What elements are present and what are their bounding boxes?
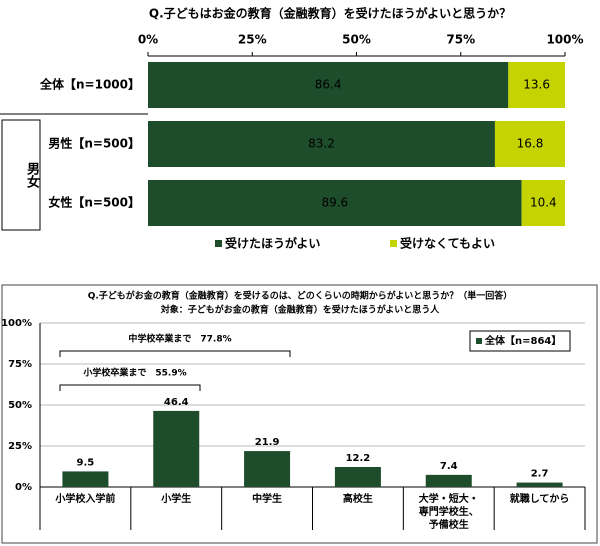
bar-segment bbox=[148, 121, 495, 167]
x-tick-label: 小学生 bbox=[161, 494, 192, 505]
y-tick-label: 75% bbox=[8, 359, 32, 370]
value-label: 83.2 bbox=[308, 137, 335, 151]
bar-segment bbox=[508, 62, 565, 108]
bar bbox=[62, 471, 109, 487]
x-tick-label: 高校生 bbox=[342, 494, 373, 505]
chart-title: Q.子どもはお金の教育（金融教育）を受けたほうがよいと思うか？ bbox=[149, 6, 511, 21]
legend-swatch bbox=[215, 240, 222, 247]
group-label: 男女 bbox=[24, 162, 39, 188]
x-tick-label: 25% bbox=[238, 33, 267, 47]
x-tick-label: 小学校入学前 bbox=[55, 494, 116, 505]
bar bbox=[425, 474, 472, 487]
y-tick-label: 50% bbox=[8, 400, 32, 411]
chart-title: Q.子どもがお金の教育（金融教育）を受けるのは、どのくらいの時期からがよいと思う… bbox=[88, 290, 513, 302]
legend-label: 全体【n=864】 bbox=[484, 334, 561, 347]
chart-subtitle: 対象：子どもがお金の教育（金融教育）を受けたほうがよいと思う人 bbox=[160, 304, 441, 316]
value-label: 21.9 bbox=[255, 437, 280, 448]
bar bbox=[334, 466, 381, 487]
bracket bbox=[59, 350, 291, 357]
value-label: 13.6 bbox=[523, 78, 550, 92]
bar-segment bbox=[521, 180, 565, 226]
y-tick-label: 0% bbox=[15, 482, 32, 493]
value-label: 89.6 bbox=[321, 196, 348, 210]
category-label: 全体【n=1000】 bbox=[39, 77, 140, 92]
y-tick-label: 100% bbox=[1, 318, 32, 329]
group-box bbox=[1, 119, 41, 231]
bar-segment bbox=[148, 180, 522, 226]
value-label: 10.4 bbox=[530, 196, 557, 210]
value-label: 7.4 bbox=[440, 461, 458, 472]
x-tick-label: 100% bbox=[546, 33, 583, 47]
category-label: 男性【n=500】 bbox=[48, 136, 140, 151]
legend-box bbox=[469, 330, 571, 352]
annotation: 小学校卒業まで 55.9% bbox=[82, 367, 186, 379]
legend-label: 受けなくてもよい bbox=[400, 236, 495, 251]
bar bbox=[244, 451, 291, 487]
bar-segment bbox=[148, 62, 509, 108]
x-tick-label: 中学生 bbox=[252, 494, 283, 505]
bracket bbox=[59, 384, 201, 391]
x-tick-label: 0% bbox=[138, 33, 158, 47]
legend-label: 受けたほうがよい bbox=[225, 236, 320, 251]
chart-frame bbox=[1, 284, 598, 544]
legend-swatch bbox=[390, 240, 397, 247]
bar-segment bbox=[494, 121, 565, 167]
value-label: 16.8 bbox=[517, 137, 544, 151]
bar bbox=[516, 482, 563, 487]
value-label: 46.4 bbox=[164, 397, 189, 408]
x-tick-label: 就職してから bbox=[509, 494, 570, 505]
value-label: 9.5 bbox=[77, 457, 95, 468]
x-tick-label: 大学・短大・ 専門学校生、 予備校生 bbox=[418, 494, 479, 531]
y-tick-label: 25% bbox=[8, 441, 32, 452]
bar bbox=[153, 410, 200, 487]
value-label: 86.4 bbox=[315, 78, 342, 92]
annotation: 中学校卒業まで 77.8% bbox=[128, 333, 231, 345]
x-tick-label: 75% bbox=[446, 33, 475, 47]
x-tick-label: 50% bbox=[342, 33, 371, 47]
value-label: 2.7 bbox=[531, 469, 549, 480]
value-label: 12.2 bbox=[346, 453, 371, 464]
category-label: 女性【n=500】 bbox=[48, 195, 140, 210]
legend-swatch bbox=[476, 338, 482, 344]
